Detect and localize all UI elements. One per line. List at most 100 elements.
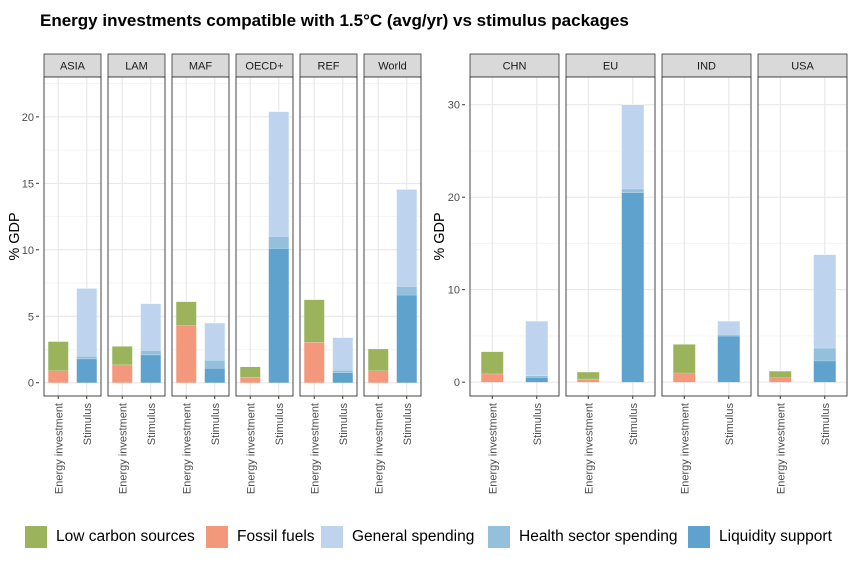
legend: Low carbon sources Fossil fuels General sp… <box>0 522 853 554</box>
facet-panel-ind: IND Energy investment Stimulus <box>661 53 752 494</box>
bar-segment-fossil <box>240 377 261 383</box>
bar-segment-liquidity <box>204 368 225 383</box>
facet-panel-eu: EU Energy investment Stimulus <box>565 53 656 494</box>
bar-segment-health <box>268 236 289 249</box>
legend-label: Health sector spending <box>519 528 678 545</box>
facet-panel-chn: CHN Energy investment Stimulus <box>469 53 560 494</box>
x-tick-label: Energy investment <box>487 403 499 494</box>
bar-segment-liquidity <box>525 377 548 383</box>
bar-segment-health <box>204 360 225 369</box>
x-tick-label: Stimulus <box>338 403 350 446</box>
bar-segment-general <box>717 321 740 335</box>
panel-border <box>43 76 102 397</box>
legend-swatch <box>688 526 710 548</box>
panel-border <box>299 76 358 397</box>
bar-segment-fossil <box>673 372 696 383</box>
legend-swatch <box>206 526 228 548</box>
bar-segment-liquidity <box>140 354 161 383</box>
bar-segment-fossil <box>368 370 389 383</box>
facet-panel-ref: REF Energy investment Stimulus <box>299 53 358 494</box>
x-tick-label: Energy investment <box>679 403 691 494</box>
panel-border <box>661 76 752 397</box>
bar-segment-general <box>813 254 836 348</box>
y-tick-label: 0 <box>454 377 460 389</box>
x-tick-label: Stimulus <box>532 403 544 446</box>
bar-segment-general <box>332 337 353 371</box>
x-tick-label: Energy investment <box>373 403 385 494</box>
bar-segment-low-carbon <box>673 344 696 373</box>
y-tick-label: 0 <box>28 378 34 390</box>
facet-panel-asia: ASIA Energy investment Stimulus <box>43 53 102 494</box>
bar-segment-liquidity <box>621 192 644 383</box>
y-tick-label: 10 <box>22 245 34 257</box>
bar-segment-low-carbon <box>48 341 69 371</box>
bar-segment-health <box>140 350 161 355</box>
bar-segment-liquidity <box>813 360 836 383</box>
bar-segment-health <box>525 375 548 378</box>
legend-item-liquidity: Liquidity support <box>688 522 832 552</box>
facet-strip-label: EU <box>603 61 618 73</box>
y-tick-label: 15 <box>22 178 34 190</box>
bar-segment-general <box>140 303 161 351</box>
legend-item-fossil: Fossil fuels <box>206 522 315 552</box>
panel-border <box>107 76 166 397</box>
bar-segment-liquidity <box>76 358 97 383</box>
bar-segment-low-carbon <box>481 351 504 374</box>
facet-strip-label: REF <box>318 61 340 73</box>
y-axis-label: % GDP <box>432 212 448 260</box>
x-tick-label: Energy investment <box>53 403 65 494</box>
x-tick-label: Energy investment <box>583 403 595 494</box>
bar-segment-fossil <box>577 378 600 383</box>
panel-border <box>469 76 560 397</box>
plot-area: % GDP 0 5 10 15 20 ASIA Energy investment Stimul… <box>7 53 848 494</box>
legend-label: General spending <box>352 528 475 545</box>
panel-border <box>565 76 656 397</box>
y-tick-label: 20 <box>22 112 34 124</box>
x-tick-label: Stimulus <box>82 403 94 446</box>
facet-panel-lam: LAM Energy investment Stimulus <box>107 53 166 494</box>
facet-strip-label: World <box>378 61 407 73</box>
bar-segment-liquidity <box>717 335 740 383</box>
bar-segment-fossil <box>304 342 325 383</box>
bar-segment-health <box>717 334 740 336</box>
bar-segment-general <box>76 288 97 357</box>
y-tick-label: 10 <box>448 285 460 297</box>
bar-segment-low-carbon <box>176 301 197 326</box>
legend-label: Low carbon sources <box>56 528 195 545</box>
panel-border <box>171 76 230 397</box>
legend-swatch <box>321 526 343 548</box>
facet-panel-usa: USA Energy investment Stimulus <box>757 53 848 494</box>
bar-segment-low-carbon <box>112 346 133 365</box>
bar-segment-general <box>525 321 548 376</box>
facet-strip-label: MAF <box>189 61 213 73</box>
bar-segment-health <box>396 286 417 295</box>
bar-segment-low-carbon <box>769 371 792 378</box>
bar-segment-low-carbon <box>304 299 325 343</box>
bar-segment-fossil <box>112 364 133 383</box>
bar-segment-liquidity <box>268 248 289 383</box>
legend-item-low-carbon: Low carbon sources <box>25 522 195 552</box>
legend-item-health: Health sector spending <box>488 522 678 552</box>
legend-label: Liquidity support <box>719 528 832 545</box>
bar-segment-general <box>396 189 417 287</box>
legend-item-general: General spending <box>321 522 474 552</box>
bar-segment-low-carbon <box>368 348 389 371</box>
x-tick-label: Stimulus <box>210 403 222 446</box>
bar-segment-low-carbon <box>577 371 600 379</box>
bar-segment-fossil <box>481 373 504 383</box>
panel-border <box>363 76 422 397</box>
legend-swatch <box>25 526 47 548</box>
legend-swatch <box>488 526 510 548</box>
chart-title: Energy investments compatible with 1.5°C… <box>40 11 629 30</box>
y-tick-label: 5 <box>28 311 34 323</box>
x-tick-label: Stimulus <box>724 403 736 446</box>
x-tick-label: Stimulus <box>628 403 640 446</box>
bar-segment-fossil <box>769 377 792 383</box>
facet-panel-world: World Energy investment Stimulus <box>363 53 422 494</box>
facet-strip-label: CHN <box>503 61 527 73</box>
x-tick-label: Energy investment <box>245 403 257 494</box>
y-tick-label: 20 <box>448 192 460 204</box>
facet-strip-label: USA <box>791 61 814 73</box>
bar-segment-general <box>268 111 289 237</box>
bar-segment-low-carbon <box>240 366 261 378</box>
